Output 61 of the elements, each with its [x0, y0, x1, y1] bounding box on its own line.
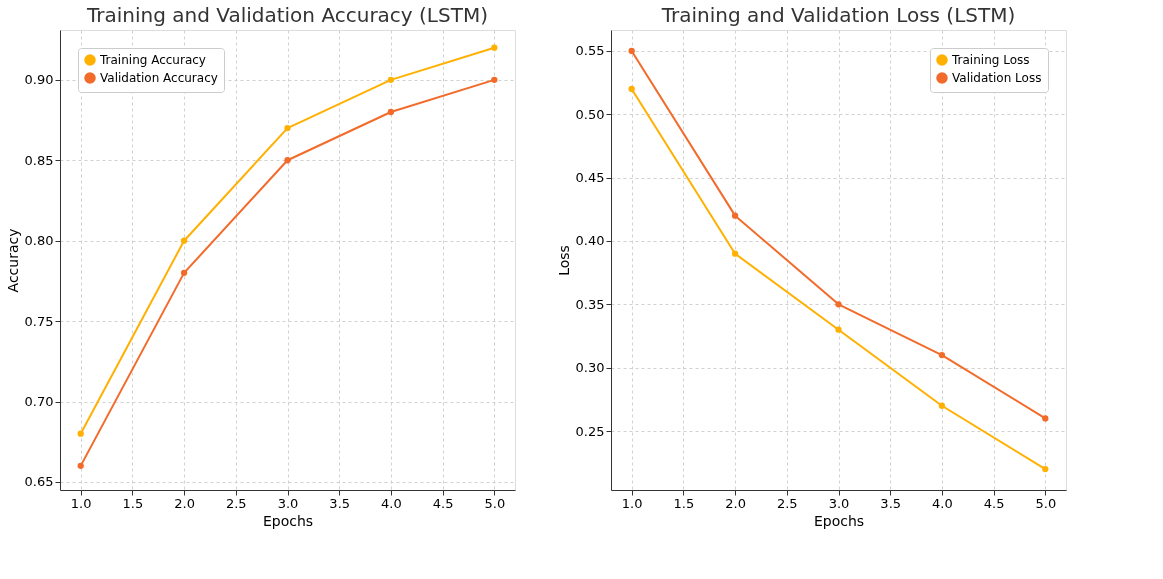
point: [1042, 465, 1049, 473]
x-tick-label: 5.0: [1035, 495, 1057, 511]
y-tick-label: 0.35: [575, 296, 605, 312]
legend-label: Training Loss: [951, 53, 1030, 67]
point: [1042, 415, 1049, 422]
legend-label: Validation Accuracy: [100, 71, 218, 85]
x-tick-label: 3.0: [277, 495, 299, 511]
y-tick-label: 0.30: [575, 360, 605, 376]
x-tick-label: 5.0: [484, 495, 506, 511]
y-tick-label: 0.75: [24, 313, 54, 329]
point: [284, 124, 291, 132]
y-tick-label: 0.65: [24, 474, 54, 490]
point: [387, 108, 395, 116]
point: [731, 250, 739, 257]
x-tick-label: 2.5: [225, 495, 247, 511]
point: [731, 212, 739, 219]
y-tick-label: 0.80: [24, 233, 54, 249]
x-tick-label: 4.0: [381, 495, 402, 511]
point: [180, 269, 188, 277]
x-axis-title: Epochs: [813, 512, 865, 529]
y-tick-label: 0.85: [24, 152, 54, 168]
point: [835, 301, 842, 308]
x-tick-label: 4.0: [932, 495, 953, 511]
point: [387, 76, 395, 84]
point: [491, 76, 498, 84]
y-tick-label: 0.45: [575, 170, 605, 186]
point: [835, 326, 842, 333]
y-tick-label: 0.90: [24, 72, 54, 88]
chart-title: Training and Validation Accuracy (LSTM): [86, 3, 488, 27]
x-tick-label: 1.0: [70, 495, 92, 511]
y-axis-title: Loss: [555, 245, 572, 276]
x-tick-label: 1.0: [621, 495, 643, 511]
y-tick-label: 0.70: [24, 394, 54, 410]
legend-label: Validation Loss: [952, 71, 1042, 85]
point: [938, 351, 946, 359]
x-tick-label: 3.0: [828, 495, 850, 511]
x-tick-label: 4.5: [432, 495, 454, 511]
chart-title: Training and Validation Loss (LSTM): [660, 3, 1016, 27]
x-axis-title: Epochs: [262, 512, 314, 529]
point: [628, 85, 635, 93]
x-tick-label: 1.5: [122, 495, 144, 511]
y-tick-label: 0.50: [575, 106, 605, 122]
x-tick-label: 2.5: [776, 495, 798, 511]
x-tick-label: 3.5: [329, 495, 351, 511]
x-tick-label: 3.5: [880, 495, 902, 511]
x-tick-label: 4.5: [983, 495, 1005, 511]
point: [284, 157, 291, 164]
y-tick-label: 0.25: [575, 423, 605, 439]
y-tick-label: 0.40: [575, 233, 605, 249]
point: [628, 47, 635, 55]
point: [491, 44, 498, 51]
x-tick-label: 2.0: [174, 495, 195, 511]
point: [77, 430, 84, 437]
point: [938, 402, 946, 409]
legend-label: Training Accuracy: [99, 53, 206, 67]
y-axis-title: Accuracy: [4, 228, 21, 293]
point: [77, 462, 84, 470]
x-tick-label: 2.0: [725, 495, 746, 511]
point: [180, 237, 188, 244]
y-tick-label: 0.55: [575, 43, 605, 59]
x-tick-label: 1.5: [673, 495, 695, 511]
